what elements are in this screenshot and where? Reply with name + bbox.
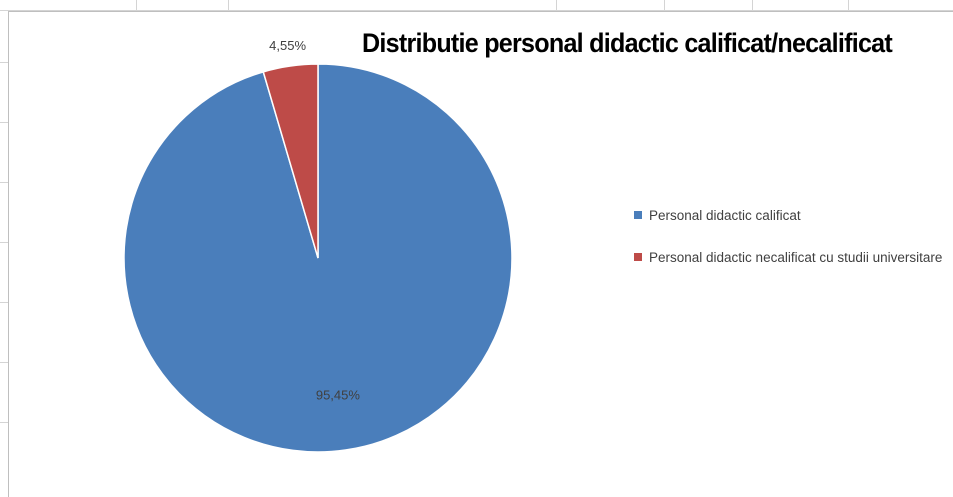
grid-line bbox=[0, 62, 8, 63]
legend-swatch-calificat bbox=[634, 211, 642, 219]
grid-line bbox=[0, 422, 8, 423]
grid-line bbox=[0, 10, 953, 11]
chart-title: Distributie personal didactic calificat/… bbox=[362, 28, 893, 58]
data-label-necalificat: 4,55% bbox=[269, 38, 306, 53]
grid-line bbox=[0, 122, 8, 123]
grid-line bbox=[752, 0, 753, 10]
grid-line bbox=[0, 182, 8, 183]
grid-line bbox=[848, 0, 849, 10]
grid-line bbox=[228, 0, 229, 10]
legend-label-calificat: Personal didactic calificat bbox=[649, 208, 801, 223]
grid-line bbox=[136, 0, 137, 10]
legend-swatch-necalificat bbox=[634, 253, 642, 261]
legend-item-necalificat[interactable]: Personal didactic necalificat cu studii … bbox=[634, 248, 946, 267]
grid-line bbox=[664, 0, 665, 10]
legend-item-calificat[interactable]: Personal didactic calificat bbox=[634, 206, 946, 225]
grid-line bbox=[556, 0, 557, 10]
grid-line bbox=[0, 242, 8, 243]
grid-line bbox=[0, 362, 8, 363]
data-label-calificat: 95,45% bbox=[316, 388, 361, 403]
grid-line bbox=[0, 302, 8, 303]
legend[interactable]: Personal didactic calificat Personal did… bbox=[634, 206, 946, 290]
legend-label-necalificat: Personal didactic necalificat cu studii … bbox=[649, 250, 943, 265]
pie-slice-necalificat[interactable] bbox=[262, 63, 319, 259]
